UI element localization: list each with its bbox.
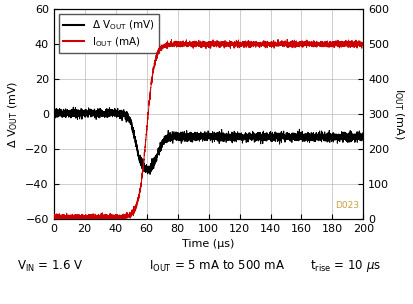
Y-axis label: $\Delta$ V$_\mathregular{OUT}$ (mV): $\Delta$ V$_\mathregular{OUT}$ (mV) xyxy=(6,80,20,148)
Text: I$_\mathregular{OUT}$ = 5 mA to 500 mA: I$_\mathregular{OUT}$ = 5 mA to 500 mA xyxy=(149,258,285,274)
Legend: $\Delta$ V$_\mathregular{OUT}$ (mV), I$_\mathregular{OUT}$ (mA): $\Delta$ V$_\mathregular{OUT}$ (mV), I$_… xyxy=(59,14,159,53)
Text: V$_\mathregular{IN}$ = 1.6 V: V$_\mathregular{IN}$ = 1.6 V xyxy=(17,258,83,274)
X-axis label: Time (μs): Time (μs) xyxy=(183,239,235,249)
Text: D023: D023 xyxy=(335,202,359,210)
Text: t$_\mathregular{rise}$ = 10 $\mu$s: t$_\mathregular{rise}$ = 10 $\mu$s xyxy=(310,257,381,274)
Y-axis label: I$_\mathregular{OUT}$ (mA): I$_\mathregular{OUT}$ (mA) xyxy=(392,88,406,140)
